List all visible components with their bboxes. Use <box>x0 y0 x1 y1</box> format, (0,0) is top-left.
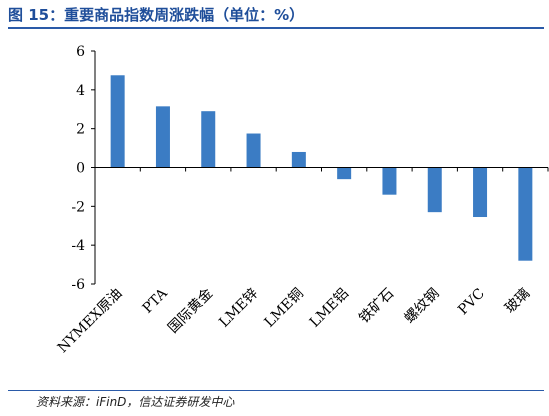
bar-4 <box>291 151 306 168</box>
bar-5 <box>337 167 352 180</box>
x-tick-label: NYMEX原油 <box>55 286 126 357</box>
x-axis <box>95 167 549 172</box>
title-divider <box>8 27 544 29</box>
bar-1 <box>155 106 170 168</box>
y-tick-label: 6 <box>76 44 85 60</box>
x-tick-label: 螺纹钢 <box>402 286 443 327</box>
figure-title: 图 15：重要商品指数周涨跌幅（单位：%） <box>8 6 305 24</box>
y-tick-label: 2 <box>76 122 85 138</box>
x-tick-label: 国际黄金 <box>164 285 216 337</box>
x-tick-label: LME铜 <box>262 286 307 331</box>
x-tick-label: LME铝 <box>307 286 352 331</box>
y-tick-label: -2 <box>71 199 85 215</box>
y-axis: 6 4 2 0 -2 -4 -6 <box>71 44 96 293</box>
y-tick-label: -6 <box>71 277 85 293</box>
bar-9 <box>518 167 533 261</box>
y-tick-label: -4 <box>71 238 85 254</box>
bar-3 <box>246 133 261 168</box>
bar-0 <box>110 75 125 168</box>
bar-6 <box>382 167 397 195</box>
x-tick-label: PVC <box>455 286 488 319</box>
x-tick-label: 铁矿石 <box>356 286 397 327</box>
x-tick-label: PTA <box>140 285 172 317</box>
y-tick-label: 4 <box>76 83 85 99</box>
bar-2 <box>201 111 216 168</box>
bar-7 <box>427 167 442 213</box>
bar-8 <box>473 167 488 218</box>
chart-area: 6 4 2 0 -2 -4 -6 NYMEX原油 PTA 国际黄金 LME锌 LME铜 LME铝 铁矿石… <box>0 30 549 386</box>
source-note: 资料来源：iFinD，信达证券研发中心 <box>36 395 235 409</box>
bars <box>110 75 533 261</box>
x-tick-label: 玻璃 <box>501 285 533 317</box>
x-tick-label: LME锌 <box>216 286 261 331</box>
source-divider <box>8 390 544 391</box>
y-tick-label: 0 <box>76 161 85 177</box>
